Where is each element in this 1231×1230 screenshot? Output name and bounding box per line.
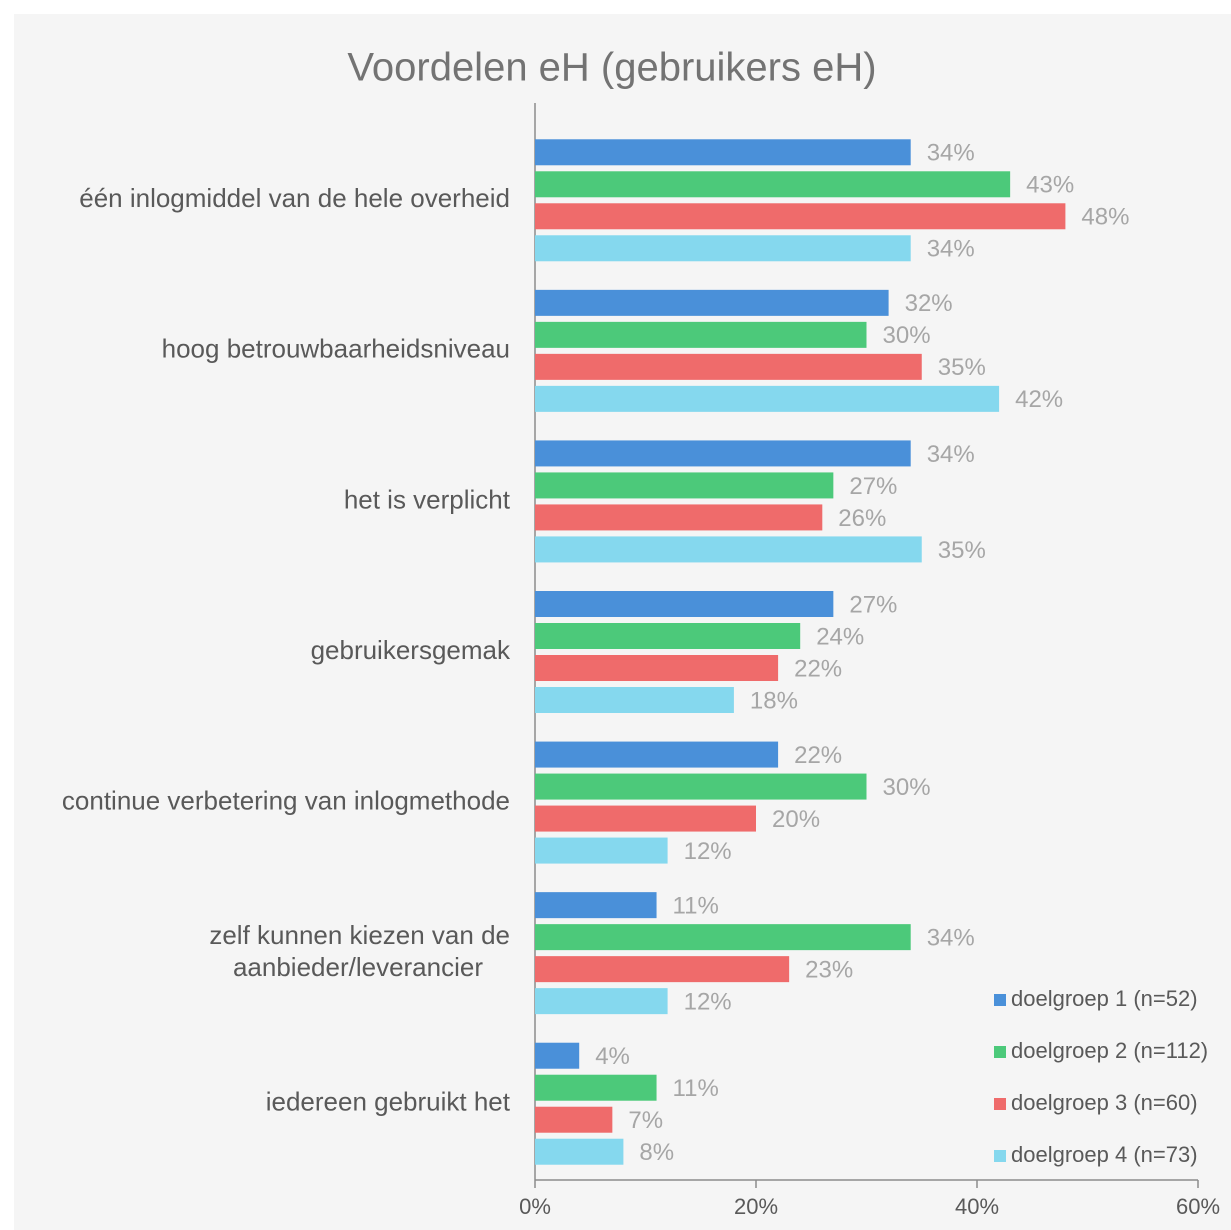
x-tick-label: 20% bbox=[734, 1194, 778, 1219]
bar bbox=[535, 1074, 657, 1101]
value-label: 34% bbox=[927, 924, 975, 951]
value-label: 11% bbox=[673, 1075, 719, 1102]
value-label: 35% bbox=[938, 354, 986, 381]
bar bbox=[535, 1138, 624, 1165]
bar bbox=[535, 472, 834, 499]
bar bbox=[535, 321, 867, 348]
category-label: continue verbetering van inlogmethode bbox=[62, 785, 510, 815]
bar bbox=[535, 440, 911, 467]
value-label: 20% bbox=[772, 806, 820, 833]
bar bbox=[535, 655, 779, 681]
bar bbox=[535, 536, 922, 563]
bar bbox=[535, 139, 911, 166]
value-label: 12% bbox=[684, 988, 732, 1015]
x-tick-label: 60% bbox=[1176, 1194, 1220, 1219]
value-label: 34% bbox=[927, 140, 975, 167]
bar bbox=[535, 289, 889, 316]
value-label: 22% bbox=[794, 742, 842, 769]
value-label: 32% bbox=[905, 290, 953, 317]
bar bbox=[535, 892, 657, 919]
bar bbox=[535, 805, 756, 832]
bar bbox=[535, 687, 734, 713]
value-label: 24% bbox=[816, 623, 864, 650]
bar bbox=[535, 235, 911, 262]
legend-swatch bbox=[994, 1046, 1006, 1058]
legend-label: doelgroep 3 (n=60) bbox=[1011, 1090, 1198, 1115]
bar bbox=[535, 924, 911, 951]
value-label: 27% bbox=[849, 591, 897, 618]
legend-swatch bbox=[994, 1098, 1006, 1110]
category-label: hoog betrouwbaarheidsniveau bbox=[162, 334, 510, 364]
value-label: 7% bbox=[628, 1107, 663, 1134]
value-label: 27% bbox=[849, 473, 897, 500]
category-label: één inlogmiddel van de hele overheid bbox=[79, 183, 510, 213]
value-label: 11% bbox=[673, 892, 719, 919]
value-label: 48% bbox=[1081, 204, 1129, 231]
bar bbox=[535, 837, 668, 864]
legend-label: doelgroep 2 (n=112) bbox=[1011, 1038, 1208, 1063]
x-tick-label: 40% bbox=[955, 1194, 999, 1219]
category-label: het is verplicht bbox=[344, 484, 511, 514]
category-label: zelf kunnen kiezen van de aanbieder/lever… bbox=[209, 920, 510, 982]
value-label: 12% bbox=[684, 838, 732, 865]
category-label: iedereen gebruikt het bbox=[266, 1087, 511, 1117]
value-label: 30% bbox=[883, 774, 931, 801]
bar bbox=[535, 623, 801, 649]
legend-label: doelgroep 4 (n=73) bbox=[1011, 1142, 1198, 1167]
value-label: 22% bbox=[794, 655, 842, 682]
bar bbox=[535, 203, 1066, 230]
value-label: 42% bbox=[1015, 386, 1063, 413]
value-label: 35% bbox=[938, 537, 986, 564]
legend-label: doelgroep 1 (n=52) bbox=[1011, 986, 1198, 1011]
value-label: 34% bbox=[927, 236, 975, 263]
value-label: 30% bbox=[883, 322, 931, 349]
value-label: 26% bbox=[838, 505, 886, 532]
bar bbox=[535, 1042, 580, 1069]
value-label: 34% bbox=[927, 441, 975, 468]
bar bbox=[535, 591, 834, 617]
chart-title: Voordelen eH (gebruikers eH) bbox=[347, 46, 876, 90]
legend-swatch bbox=[994, 994, 1006, 1006]
bar bbox=[535, 1106, 613, 1133]
bar bbox=[535, 773, 867, 800]
bar bbox=[535, 353, 922, 380]
bar bbox=[535, 171, 1011, 198]
legend-swatch bbox=[994, 1150, 1006, 1162]
bar bbox=[535, 504, 823, 531]
bar bbox=[535, 385, 1000, 412]
value-label: 8% bbox=[639, 1139, 674, 1166]
category-label: gebruikersgemak bbox=[311, 635, 511, 665]
bar bbox=[535, 741, 779, 768]
value-label: 4% bbox=[595, 1043, 630, 1070]
value-label: 43% bbox=[1026, 172, 1074, 199]
value-label: 18% bbox=[750, 687, 798, 714]
bar bbox=[535, 988, 668, 1015]
value-label: 23% bbox=[805, 956, 853, 983]
bar bbox=[535, 956, 790, 983]
x-tick-label: 0% bbox=[519, 1194, 551, 1219]
